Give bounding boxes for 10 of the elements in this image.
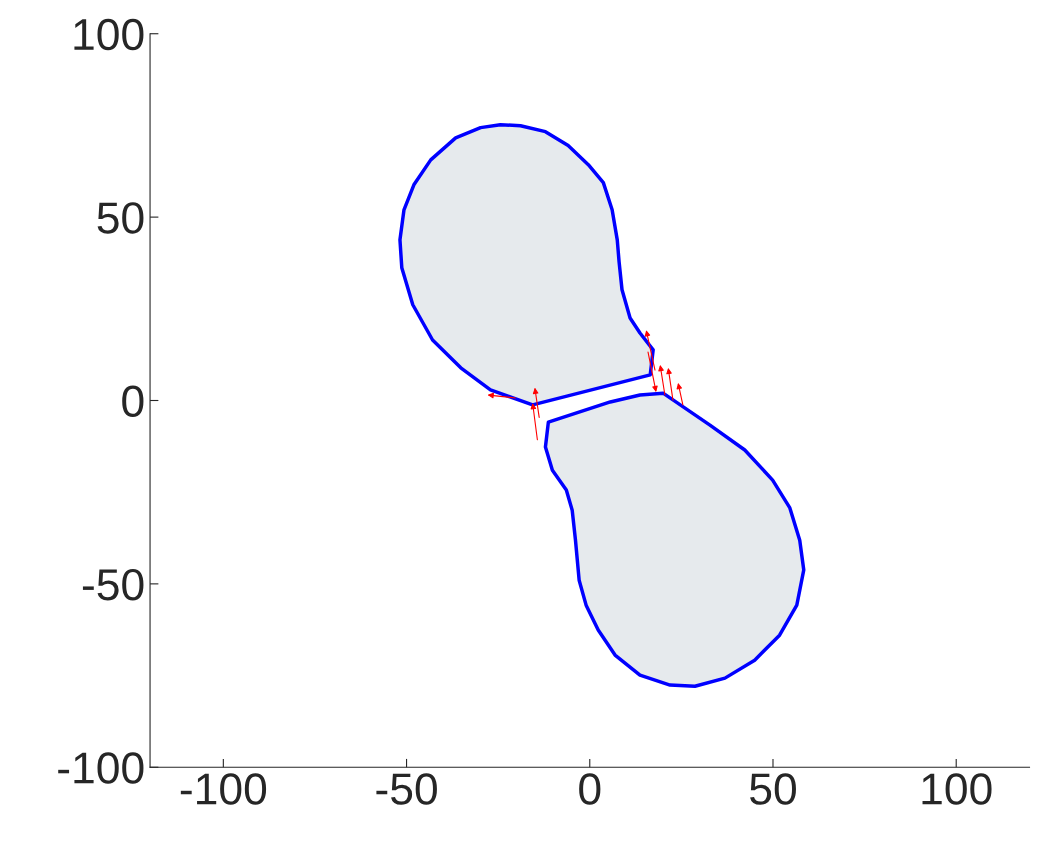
x-tick-label: -100: [180, 773, 267, 805]
y-tick-label: -100: [58, 752, 144, 784]
x-tick-label: -50: [376, 773, 437, 805]
x-tick-label: 50: [750, 773, 796, 805]
y-tick-label: -50: [82, 568, 144, 601]
y-tick-label: 100: [74, 18, 144, 51]
y-tick-label: 0: [122, 385, 144, 418]
x-tick-label: 0: [579, 773, 601, 805]
y-tick-label: 50: [97, 202, 144, 234]
x-tick-label: 100: [922, 773, 992, 805]
